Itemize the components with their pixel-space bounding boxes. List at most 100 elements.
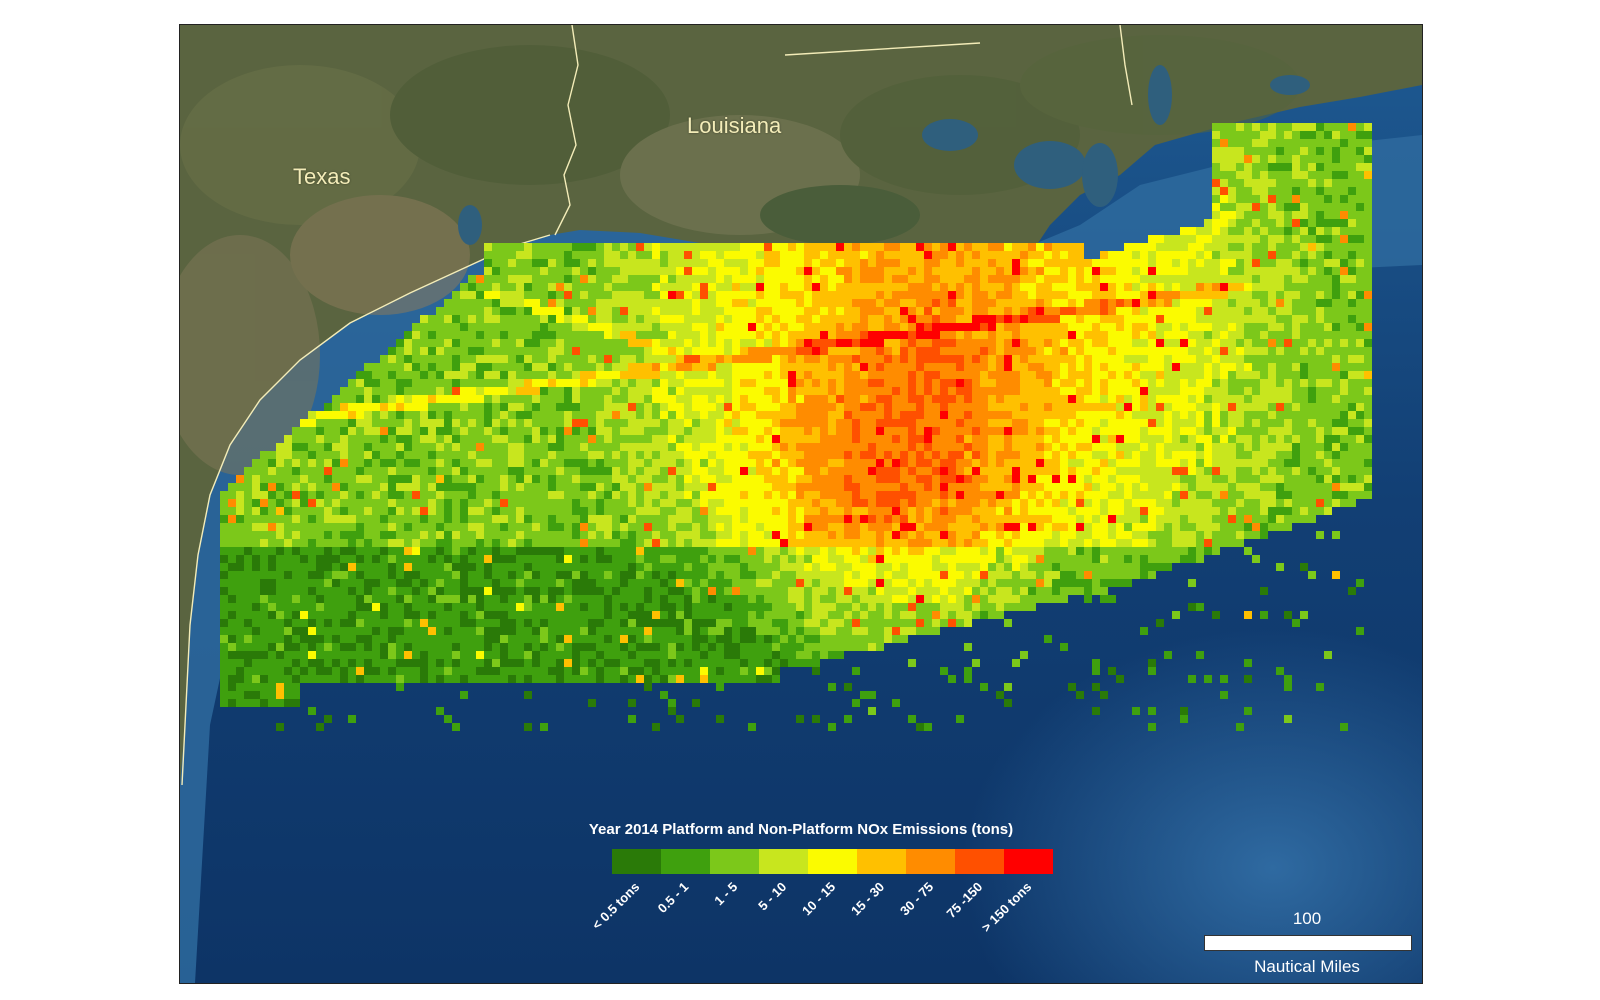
emission-cell xyxy=(236,635,244,643)
emission-cell xyxy=(796,411,804,419)
emission-cell xyxy=(780,659,788,667)
emission-cell xyxy=(732,315,740,323)
emission-cell xyxy=(396,667,404,675)
emission-cell xyxy=(900,451,908,459)
emission-cell xyxy=(852,427,860,435)
emission-cell xyxy=(316,643,324,651)
emission-cell xyxy=(580,459,588,467)
emission-cell xyxy=(660,267,668,275)
emission-cell xyxy=(828,283,836,291)
emission-cell xyxy=(748,651,756,659)
emission-cell xyxy=(580,491,588,499)
emission-cell xyxy=(652,435,660,443)
emission-cell xyxy=(908,275,916,283)
emission-cell xyxy=(340,419,348,427)
emission-cell xyxy=(900,299,908,307)
emission-cell xyxy=(916,563,924,571)
emission-cell xyxy=(636,627,644,635)
emission-cell xyxy=(916,579,924,587)
emission-cell xyxy=(364,403,372,411)
emission-cell xyxy=(220,547,228,555)
emission-cell xyxy=(540,387,548,395)
emission-cell xyxy=(884,459,892,467)
emission-cell xyxy=(436,467,444,475)
emission-cell xyxy=(700,251,708,259)
emission-cell xyxy=(284,611,292,619)
emission-cell xyxy=(652,563,660,571)
emission-cell xyxy=(988,563,996,571)
emission-cell xyxy=(916,467,924,475)
emission-cell xyxy=(716,555,724,563)
emission-cell xyxy=(588,547,596,555)
emission-cell xyxy=(1004,547,1012,555)
emission-cell xyxy=(764,411,772,419)
emission-cell xyxy=(732,467,740,475)
emission-cell xyxy=(476,659,484,667)
emission-cell xyxy=(284,443,292,451)
emission-cell xyxy=(508,507,516,515)
emission-cell xyxy=(596,659,604,667)
emission-cell xyxy=(708,643,716,651)
emission-cell xyxy=(588,523,596,531)
emission-cell xyxy=(860,395,868,403)
emission-cell xyxy=(996,411,1004,419)
emission-cell xyxy=(852,259,860,267)
emission-cell xyxy=(588,467,596,475)
emission-cell xyxy=(980,259,988,267)
emission-cell xyxy=(420,387,428,395)
emission-cell xyxy=(996,539,1004,547)
emission-cell xyxy=(900,363,908,371)
emission-cell xyxy=(956,451,964,459)
emission-cell xyxy=(316,419,324,427)
emission-cell xyxy=(244,539,252,547)
emission-cell xyxy=(932,419,940,427)
emission-cell xyxy=(508,403,516,411)
emission-cell xyxy=(444,715,452,723)
emission-cell xyxy=(612,507,620,515)
emission-cell xyxy=(244,659,252,667)
emission-cell xyxy=(1004,699,1012,707)
emission-cell xyxy=(444,611,452,619)
emission-cell xyxy=(500,675,508,683)
emission-cell xyxy=(948,435,956,443)
emission-cell xyxy=(820,515,828,523)
emission-cell xyxy=(412,379,420,387)
emission-cell xyxy=(940,387,948,395)
emission-cell xyxy=(492,515,500,523)
emission-cell xyxy=(380,667,388,675)
emission-cell xyxy=(956,563,964,571)
emission-cell xyxy=(804,611,812,619)
emission-cell xyxy=(444,347,452,355)
emission-cell xyxy=(476,531,484,539)
emission-cell xyxy=(836,627,844,635)
emission-cell xyxy=(636,523,644,531)
emission-cell xyxy=(756,587,764,595)
emission-cell xyxy=(516,667,524,675)
emission-cell xyxy=(492,619,500,627)
emission-cell xyxy=(468,499,476,507)
emission-cell xyxy=(660,491,668,499)
emission-cell xyxy=(700,243,708,251)
emission-cell xyxy=(740,595,748,603)
emission-cell xyxy=(772,315,780,323)
emission-cell xyxy=(452,427,460,435)
emission-cell xyxy=(812,571,820,579)
emission-cell xyxy=(604,539,612,547)
emission-cell xyxy=(900,547,908,555)
emission-cell xyxy=(396,339,404,347)
emission-cell xyxy=(908,387,916,395)
emission-cell xyxy=(780,363,788,371)
emission-cell xyxy=(668,523,676,531)
emission-cell xyxy=(548,419,556,427)
emission-cell xyxy=(836,579,844,587)
emission-cell xyxy=(804,555,812,563)
emission-cell xyxy=(260,467,268,475)
emission-cell xyxy=(684,395,692,403)
emission-cell xyxy=(812,539,820,547)
emission-cell xyxy=(548,491,556,499)
emission-cell xyxy=(1020,427,1028,435)
emission-cell xyxy=(300,427,308,435)
emission-cell xyxy=(828,635,836,643)
emission-cell xyxy=(756,259,764,267)
emission-cell xyxy=(444,451,452,459)
